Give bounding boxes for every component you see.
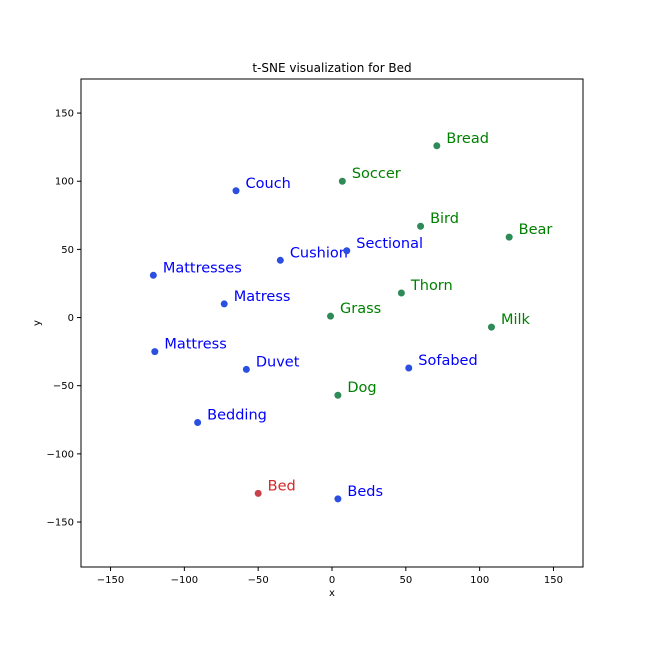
scatter-point-bird bbox=[417, 222, 425, 230]
scatter-point-bear bbox=[505, 233, 513, 241]
point-label-bear: Bear bbox=[519, 222, 553, 238]
scatter-point-duvet bbox=[242, 365, 250, 373]
scatter-point-couch bbox=[232, 187, 240, 195]
scatter-point-matress bbox=[220, 300, 228, 308]
x-tick-label: −50 bbox=[248, 575, 269, 586]
point-label-mattress: Mattress bbox=[164, 337, 226, 353]
point-label-sofabed: Sofabed bbox=[418, 353, 477, 369]
y-tick-label: 150 bbox=[55, 109, 74, 120]
scatter-point-sectional bbox=[343, 247, 351, 255]
x-tick-label: −150 bbox=[97, 575, 124, 586]
point-label-thorn: Thorn bbox=[410, 278, 453, 294]
x-tick-label: 0 bbox=[329, 575, 335, 586]
x-tick-label: 50 bbox=[399, 575, 412, 586]
x-tick-label: −100 bbox=[171, 575, 198, 586]
scatter-point-thorn bbox=[397, 289, 405, 297]
point-label-duvet: Duvet bbox=[256, 354, 300, 370]
point-label-milk: Milk bbox=[501, 312, 531, 328]
y-tick-label: 50 bbox=[61, 245, 74, 256]
y-tick-label: −50 bbox=[53, 381, 74, 392]
point-label-beds: Beds bbox=[347, 484, 383, 500]
point-label-cushion: Cushion bbox=[290, 245, 348, 261]
y-axis: −150 −100 −50 0 50 100 150 bbox=[47, 109, 81, 529]
point-label-couch: Couch bbox=[246, 176, 291, 192]
y-axis-label: y bbox=[32, 320, 43, 326]
scatter-point-cushion bbox=[276, 256, 284, 264]
scatter-point-bedding bbox=[194, 419, 202, 427]
y-tick-label: −150 bbox=[47, 518, 74, 529]
x-tick-label: 100 bbox=[470, 575, 489, 586]
point-label-matress: Matress bbox=[234, 289, 291, 305]
y-tick-label: 0 bbox=[68, 313, 74, 324]
y-tick-label: 100 bbox=[55, 177, 74, 188]
scatter-point-soccer bbox=[338, 177, 346, 185]
scatter-point-mattresses bbox=[149, 271, 157, 279]
y-tick-label: −100 bbox=[47, 449, 74, 460]
scatter-point-bed bbox=[254, 489, 262, 497]
x-axis: −150 −100 −50 0 50 100 150 bbox=[97, 567, 563, 586]
scatter-point-mattress bbox=[151, 348, 159, 356]
point-label-soccer: Soccer bbox=[352, 166, 401, 182]
x-tick-label: 150 bbox=[544, 575, 563, 586]
scatter-point-dog bbox=[334, 391, 342, 399]
x-axis-label: x bbox=[329, 588, 335, 599]
scatter-point-milk bbox=[487, 323, 495, 331]
scatter-point-sofabed bbox=[405, 364, 413, 372]
scatter-points: Bed Beds Bedding Duvet Mattress Matress Mattre… bbox=[149, 131, 553, 503]
point-label-bedding: Bedding bbox=[207, 408, 267, 424]
scatter-point-grass bbox=[327, 312, 335, 320]
point-label-mattresses: Mattresses bbox=[163, 260, 242, 276]
scatter-point-bread bbox=[433, 142, 441, 150]
point-label-bread: Bread bbox=[446, 131, 489, 147]
point-label-bird: Bird bbox=[430, 211, 459, 227]
scatter-point-beds bbox=[334, 495, 342, 503]
point-label-bed: Bed bbox=[268, 478, 296, 494]
point-label-sectional: Sectional bbox=[356, 236, 423, 252]
point-label-grass: Grass bbox=[340, 301, 381, 317]
chart-title: t-SNE visualization for Bed bbox=[252, 61, 411, 75]
point-label-dog: Dog bbox=[347, 380, 376, 396]
